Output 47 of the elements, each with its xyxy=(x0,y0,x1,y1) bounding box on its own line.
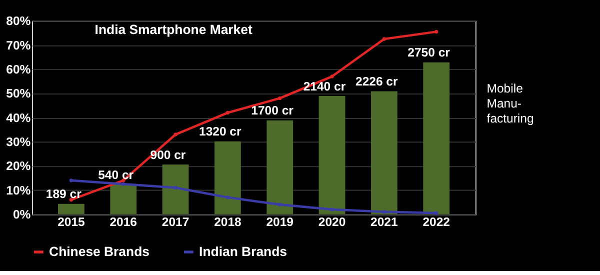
point xyxy=(434,211,438,215)
x-tick-label: 2018 xyxy=(214,215,242,230)
bar xyxy=(370,91,398,214)
bar xyxy=(58,204,84,214)
x-tick-label: 2019 xyxy=(266,215,294,230)
point xyxy=(330,208,334,212)
point xyxy=(174,186,178,190)
point xyxy=(434,30,438,34)
bar xyxy=(162,164,189,214)
x-tick-label: 2022 xyxy=(422,215,450,230)
point xyxy=(174,132,178,136)
x-tick-label: 2021 xyxy=(370,215,398,230)
point xyxy=(122,182,126,186)
data-label: 2750 cr xyxy=(408,46,450,60)
x-tick-label: 2016 xyxy=(110,215,138,230)
point xyxy=(382,210,386,214)
y-tick-label: 70% xyxy=(6,38,31,52)
bar xyxy=(266,120,294,214)
legend-label: Indian Brands xyxy=(199,244,287,259)
y-tick-label: 10% xyxy=(6,183,31,198)
legend-label: Chinese Brands xyxy=(49,244,150,259)
text: Mobile Manu- facturing xyxy=(486,81,534,126)
point xyxy=(69,178,74,182)
y-tick-label: 30% xyxy=(6,134,31,149)
y-tick-label: 80% xyxy=(6,14,31,28)
chart-title: India Smartphone Market xyxy=(94,22,253,38)
y-tick-label: 50% xyxy=(6,86,31,101)
point xyxy=(330,74,334,78)
y-tick-label: 20% xyxy=(6,159,31,174)
point xyxy=(226,196,230,200)
point xyxy=(382,37,386,41)
point xyxy=(278,202,282,206)
bar xyxy=(318,96,346,214)
point xyxy=(278,96,282,100)
data-label: 1700 cr xyxy=(251,104,294,118)
x-tick-label: 2015 xyxy=(58,215,86,230)
bar xyxy=(214,141,241,214)
y-tick-label: 0% xyxy=(12,208,31,222)
bar xyxy=(110,184,137,214)
y-tick-label: 60% xyxy=(6,62,31,76)
y-tick-label: 40% xyxy=(6,110,31,125)
point xyxy=(226,110,230,115)
x-tick-label: 2020 xyxy=(318,215,346,230)
data-label: 1320 cr xyxy=(199,124,242,139)
bar xyxy=(423,62,450,214)
data-label: 2226 cr xyxy=(356,74,398,89)
x-tick-label: 2017 xyxy=(162,215,190,230)
